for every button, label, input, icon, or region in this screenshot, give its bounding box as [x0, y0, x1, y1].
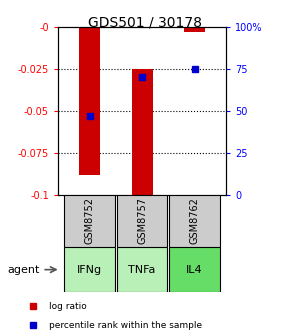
- Text: TNFa: TNFa: [128, 265, 156, 275]
- Bar: [169, 247, 220, 292]
- Text: agent: agent: [7, 265, 40, 275]
- Bar: [64, 195, 115, 247]
- Bar: [117, 195, 167, 247]
- Bar: [132, 69, 153, 195]
- Text: log ratio: log ratio: [49, 302, 86, 311]
- Bar: [184, 27, 205, 32]
- Text: GSM8757: GSM8757: [137, 198, 147, 244]
- Text: percentile rank within the sample: percentile rank within the sample: [49, 321, 202, 330]
- Text: IL4: IL4: [186, 265, 203, 275]
- Bar: [79, 27, 100, 175]
- Text: IFNg: IFNg: [77, 265, 102, 275]
- Bar: [169, 195, 220, 247]
- Text: GSM8752: GSM8752: [85, 198, 95, 244]
- Text: GDS501 / 30178: GDS501 / 30178: [88, 15, 202, 29]
- Text: GSM8762: GSM8762: [190, 198, 200, 244]
- Bar: [117, 247, 167, 292]
- Bar: [64, 247, 115, 292]
